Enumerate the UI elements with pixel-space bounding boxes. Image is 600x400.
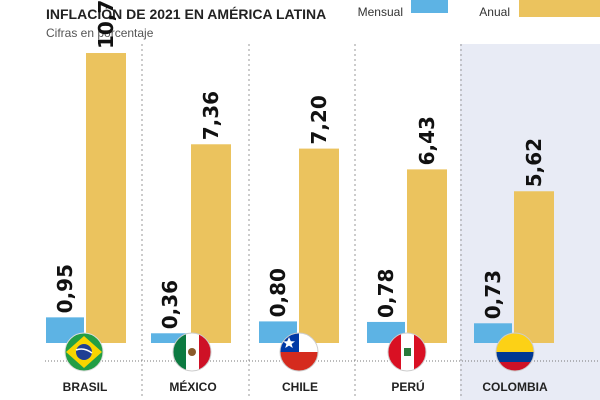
- group-dividers: [141, 44, 462, 396]
- legend-swatch-anual: [519, 0, 600, 17]
- legend-label-anual: Anual: [479, 5, 510, 19]
- category-label-mexico: MÉXICO: [169, 379, 216, 394]
- bar-mensual-mexico: [151, 333, 189, 343]
- chart-title: INFLACIÓN DE 2021 EN AMÉRICA LATINA: [46, 5, 326, 22]
- bar-anual-chile: [299, 148, 339, 343]
- category-label-brasil: BRASIL: [63, 380, 108, 394]
- bar-anual-brasil: [86, 53, 126, 344]
- bar-anual-colombia: [514, 191, 554, 343]
- value-label-mensual-mexico: 0,36: [158, 280, 182, 329]
- value-label-mensual-colombia: 0,73: [481, 270, 505, 319]
- category-label-peru: PERÚ: [391, 379, 424, 394]
- colombia-flag-icon: [495, 332, 535, 372]
- value-label-anual-mexico: 7,36: [199, 91, 223, 140]
- chile-flag-icon: [279, 332, 319, 372]
- bar-anual-mexico: [191, 144, 231, 343]
- mexico-flag-icon: [172, 332, 212, 372]
- value-label-anual-chile: 7,20: [307, 95, 331, 144]
- value-label-anual-brasil: 10,74: [94, 0, 118, 49]
- category-label-chile: CHILE: [282, 380, 318, 394]
- peru-flag-icon: [387, 332, 427, 372]
- legend-label-mensual: Mensual: [358, 5, 403, 19]
- category-label-colombia: COLOMBIA: [482, 380, 548, 394]
- brazil-flag-icon: [64, 332, 104, 372]
- bars-layer: 0,95 0,36 0,80 0,78 0,73 10,74 7,36 7,20 6,43 5,6…: [46, 0, 554, 344]
- value-label-mensual-peru: 0,78: [374, 269, 398, 318]
- legend-swatch-mensual: [411, 0, 448, 13]
- value-label-mensual-chile: 0,80: [266, 268, 290, 317]
- value-label-anual-colombia: 5,62: [522, 138, 546, 187]
- value-label-anual-peru: 6,43: [415, 116, 439, 165]
- value-label-mensual-brasil: 0,95: [53, 264, 77, 313]
- chart-subtitle: Cifras en porcentaje: [46, 26, 154, 40]
- bar-anual-peru: [407, 169, 447, 343]
